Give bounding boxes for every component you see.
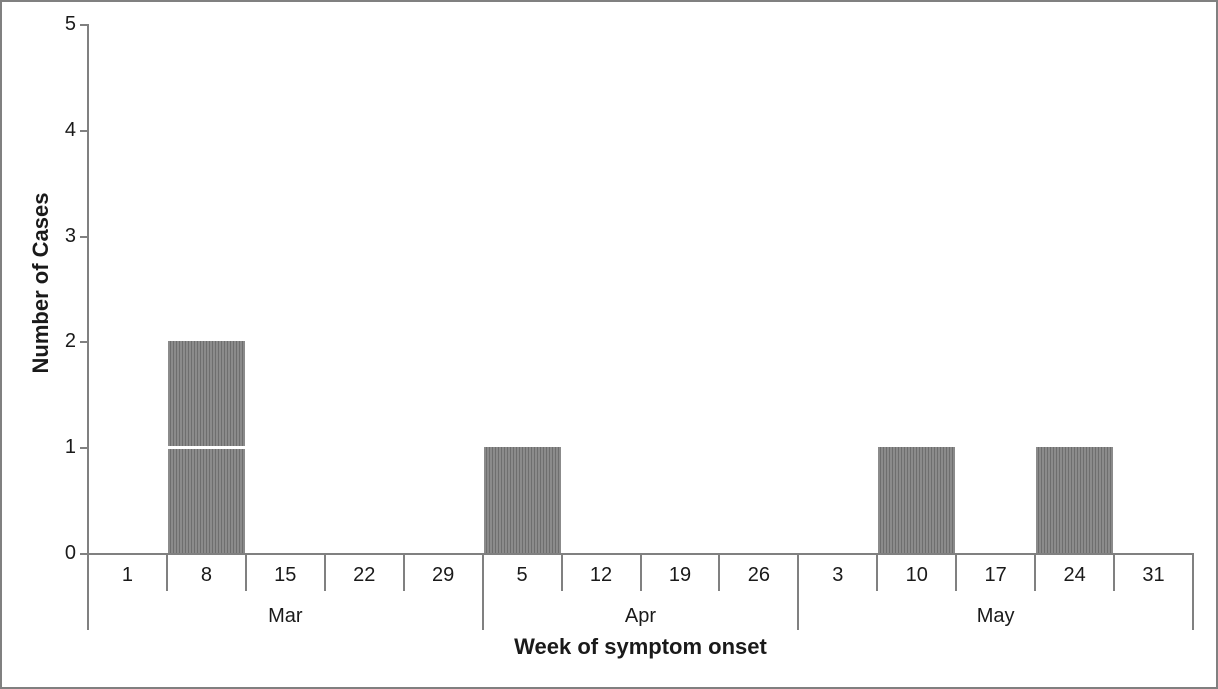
x-week-label: 31 [1142,564,1165,586]
x-axis-title: Week of symptom onset [514,634,767,659]
y-axis-tick [80,341,88,344]
y-tick-label: 0 [64,542,76,564]
y-tick-label: 2 [64,330,76,353]
y-axis-tick [80,235,88,238]
x-week-label: 5 [516,564,528,586]
x-month-label: Apr [624,605,657,627]
month-separator [87,553,89,630]
y-axis-tick [80,553,88,555]
week-tick [165,553,168,591]
bar [878,447,956,553]
x-week-label: 12 [589,564,613,586]
x-week-label: 8 [200,564,212,586]
week-tick [244,553,247,591]
bar [483,447,561,553]
week-tick [718,553,721,591]
bar [1036,447,1114,553]
x-month-label: Mar [268,605,303,627]
x-month-label: May [976,605,1015,627]
week-tick [876,553,879,591]
week-tick [955,553,958,591]
x-week-label: 26 [747,564,770,586]
x-week-label: 19 [668,564,692,586]
y-axis-tick [80,447,88,450]
month-separator [1192,553,1194,630]
week-tick [639,553,642,591]
y-axis-tick [80,24,88,26]
bar-segment-divider [167,445,245,449]
week-tick [1113,553,1116,591]
x-week-label: 15 [274,564,297,586]
week-tick [402,553,405,591]
week-tick [1034,553,1037,591]
x-week-label: 10 [905,564,928,586]
y-tick-label: 1 [64,436,76,459]
y-axis-line [87,24,89,555]
x-week-label: 3 [832,564,844,586]
month-separator [797,553,800,630]
y-tick-label: 5 [64,13,76,35]
x-week-label: 17 [984,564,1007,586]
week-tick [560,553,563,591]
y-tick-label: 4 [64,118,76,141]
x-week-label: 22 [353,564,376,586]
x-week-label: 1 [121,564,134,586]
y-axis-tick [80,129,88,132]
y-tick-label: 3 [64,224,76,247]
x-week-label: 29 [432,564,455,586]
week-tick [323,553,326,591]
month-separator [481,553,484,630]
x-week-label: 24 [1063,564,1086,586]
